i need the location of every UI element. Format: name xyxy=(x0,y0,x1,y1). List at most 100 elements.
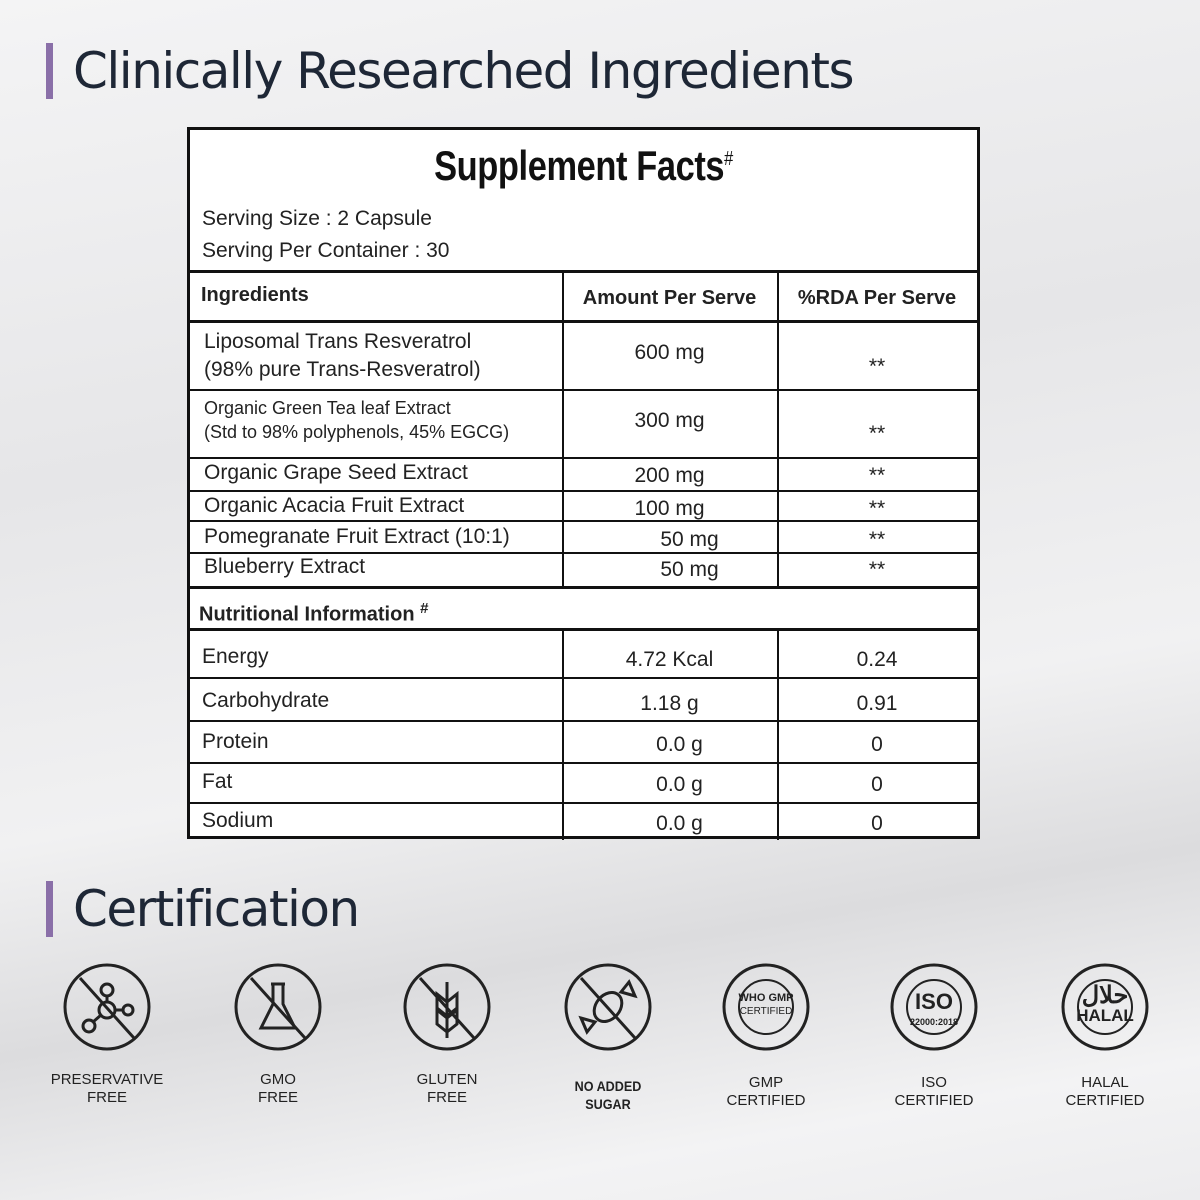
label-line: GMO xyxy=(260,1071,296,1088)
divider xyxy=(190,490,977,492)
nutrition-header-mark: # xyxy=(420,600,429,617)
supplement-facts-table: Supplement Facts# Serving Size : 2 Capsu… xyxy=(187,127,980,840)
ingredient-rda: ** xyxy=(868,464,886,487)
no-preservative-icon xyxy=(62,962,152,1052)
seal-line: CERTIFIED xyxy=(739,1006,793,1017)
ingredient-name-text: Organic Grape Seed Extract xyxy=(204,461,468,484)
certification-label: GMO FREE xyxy=(198,1071,358,1107)
heading-text: Clinically Researched Ingredients xyxy=(73,42,855,100)
accent-bar xyxy=(46,43,53,99)
divider xyxy=(190,270,977,273)
seal-text: WHO GMP CERTIFIED xyxy=(721,992,811,1018)
nutrient-amount: 0.0 g xyxy=(656,733,703,756)
ingredient-name: Organic Grape Seed Extract xyxy=(204,459,559,487)
facts-title-text: Supplement Facts xyxy=(434,142,725,189)
divider xyxy=(777,270,779,587)
seal-line: ISO xyxy=(915,989,953,1014)
gmp-seal-icon: WHO GMP CERTIFIED xyxy=(721,962,811,1052)
ingredient-name-text: Organic Green Tea leaf Extract xyxy=(204,398,451,418)
ingredient-name: Pomegranate Fruit Extract (10:1) xyxy=(204,523,559,551)
divider xyxy=(562,630,564,840)
ingredient-sub-text: (98% pure Trans-Resveratrol) xyxy=(204,358,481,381)
nutrient-amount: 0.0 g xyxy=(656,812,703,835)
ingredient-amount: 300 mg xyxy=(634,409,705,432)
certification-label: GLUTEN FREE xyxy=(367,1071,527,1107)
ingredient-name-text: Pomegranate Fruit Extract (10:1) xyxy=(204,525,510,548)
label-line: SUGAR xyxy=(585,1096,631,1112)
label-line: NO ADDED xyxy=(574,1078,642,1094)
label-line: ISO xyxy=(921,1074,947,1091)
label-line: GLUTEN xyxy=(416,1071,478,1088)
nutrient-rda: 0 xyxy=(871,812,883,835)
ingredient-name-text: Blueberry Extract xyxy=(204,555,366,578)
accent-bar xyxy=(46,881,53,937)
ingredient-amount: 600 mg xyxy=(634,341,705,364)
label-line: CERTIFIED xyxy=(894,1092,974,1109)
heading-text: Certification xyxy=(73,880,360,938)
label-line: CERTIFIED xyxy=(726,1092,806,1109)
ingredient-name: Organic Acacia Fruit Extract xyxy=(204,492,559,520)
ingredient-rda: ** xyxy=(868,528,886,551)
ingredient-rda: ** xyxy=(868,421,886,445)
label-line: FREE xyxy=(86,1089,127,1106)
ingredient-name-text: Organic Acacia Fruit Extract xyxy=(204,494,465,517)
seal-text: حلال HALAL xyxy=(1060,982,1150,1026)
label-line: PRESERVATIVE xyxy=(50,1071,164,1088)
nutrition-header-text: Nutritional Information xyxy=(199,603,415,626)
divider xyxy=(190,762,977,764)
column-header-amount: Amount Per Serve xyxy=(582,287,757,309)
certification-label: ISO CERTIFIED xyxy=(854,1074,1014,1110)
divider xyxy=(190,552,977,554)
seal-line: حلال xyxy=(1081,982,1129,1009)
ingredient-name: Liposomal Trans Resveratrol (98% pure Tra… xyxy=(204,328,559,384)
facts-title-mark: # xyxy=(724,148,733,170)
divider xyxy=(777,630,779,840)
serving-size: Serving Size : 2 Capsule xyxy=(202,207,432,230)
label-line: CERTIFIED xyxy=(1065,1092,1145,1109)
ingredient-sub-text: (Std to 98% polyphenols, 45% EGCG) xyxy=(204,422,510,442)
divider xyxy=(190,586,977,589)
divider xyxy=(190,720,977,722)
seal-line: 22000:2018 xyxy=(909,1017,959,1027)
iso-seal-icon: ISO 22000:2018 xyxy=(889,962,979,1052)
label-line: FREE xyxy=(257,1089,298,1106)
ingredient-rda: ** xyxy=(868,354,886,378)
certification-label: GMP CERTIFIED xyxy=(686,1074,846,1110)
ingredients-heading: Clinically Researched Ingredients xyxy=(46,42,855,100)
divider xyxy=(190,628,977,631)
seal-line: WHO GMP xyxy=(738,992,794,1004)
no-gmo-flask-icon xyxy=(233,962,323,1052)
nutrient-name: Protein xyxy=(202,730,269,753)
nutrient-amount: 1.18 g xyxy=(640,692,699,715)
ingredient-amount: 200 mg xyxy=(634,464,705,487)
nutrient-rda: 0.91 xyxy=(856,692,898,715)
certification-label: NO ADDED SUGAR xyxy=(536,1077,680,1113)
column-header-ingredients: Ingredients xyxy=(201,284,309,306)
certification-heading: Certification xyxy=(46,880,360,938)
label-line: GMP xyxy=(748,1074,784,1091)
ingredient-amount: 100 mg xyxy=(634,497,705,520)
facts-title: Supplement Facts# xyxy=(261,142,906,190)
seal-text: ISO 22000:2018 xyxy=(889,989,979,1032)
divider xyxy=(190,802,977,804)
ingredient-name: Blueberry Extract xyxy=(204,553,559,581)
divider xyxy=(190,389,977,391)
ingredient-name-text: Liposomal Trans Resveratrol xyxy=(204,330,472,353)
certification-label: HALAL CERTIFIED xyxy=(1025,1074,1185,1110)
nutrient-amount: 4.72 Kcal xyxy=(625,648,714,671)
nutrient-name: Energy xyxy=(202,645,269,668)
certification-label: PRESERVATIVE FREE xyxy=(27,1071,187,1107)
ingredient-amount: 50 mg xyxy=(660,558,719,581)
no-gluten-wheat-icon xyxy=(402,962,492,1052)
divider xyxy=(190,457,977,459)
serving-per-container: Serving Per Container : 30 xyxy=(202,239,450,262)
ingredient-rda: ** xyxy=(868,497,886,520)
nutrient-name: Carbohydrate xyxy=(202,689,330,712)
column-header-rda: %RDA Per Serve xyxy=(797,287,957,309)
divider xyxy=(190,320,977,323)
ingredient-rda: ** xyxy=(868,558,886,581)
nutrient-name: Sodium xyxy=(202,809,274,832)
divider xyxy=(562,270,564,587)
nutrient-name: Fat xyxy=(202,770,233,793)
nutrient-rda: 0.24 xyxy=(856,648,898,671)
